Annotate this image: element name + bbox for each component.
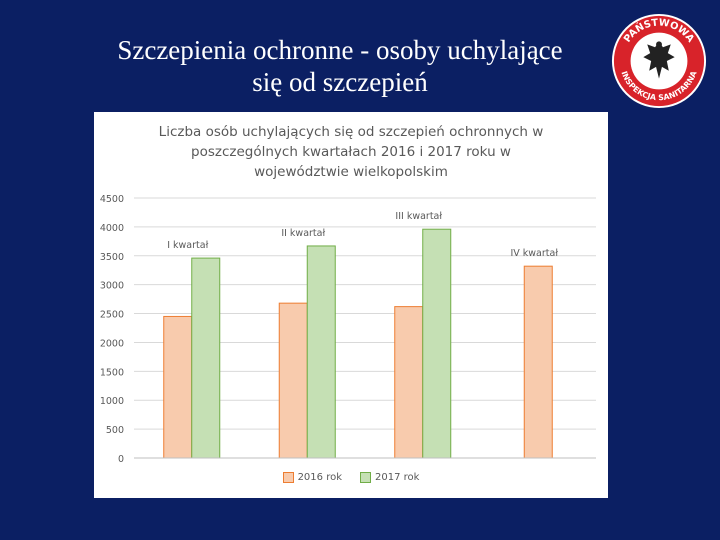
chart-card: Liczba osób uchylających się od szczepie… <box>94 112 608 498</box>
chart-title-line: poszczególnych kwartałach 2016 i 2017 ro… <box>191 144 511 160</box>
legend-item-2016: 2016 rok <box>282 472 342 483</box>
eagle-icon <box>643 41 675 79</box>
y-tick-label: 0 <box>118 454 124 465</box>
y-tick-label: 2000 <box>100 338 124 349</box>
bar-2017 <box>191 257 221 459</box>
legend-swatch-2017 <box>360 472 371 483</box>
y-tick-label: 1000 <box>100 396 124 407</box>
category-label: II kwartał <box>281 228 325 239</box>
y-tick-label: 4000 <box>100 223 124 234</box>
bar-chart: 0 500 1000 1500 2000 2500 3000 3500 4000 4500 I kw… <box>100 194 596 465</box>
chart-legend: 2016 rok 2017 rok <box>94 472 608 483</box>
y-tick-label: 1500 <box>100 367 124 378</box>
y-tick-label: 3000 <box>100 281 124 292</box>
y-tick-label: 3500 <box>100 252 124 263</box>
bar-2017 <box>422 228 452 459</box>
y-tick-label: 2500 <box>100 310 124 321</box>
bar-2016 <box>163 315 193 459</box>
slide-title: Szczepienia ochronne - osoby uchylające … <box>40 34 640 98</box>
chart-title-line: województwie wielkopolskim <box>254 164 448 180</box>
category-label: IV kwartał <box>510 248 558 259</box>
y-tick-label: 4500 <box>100 194 124 205</box>
legend-item-2017: 2017 rok <box>360 472 419 483</box>
chart-title: Liczba osób uchylających się od szczepie… <box>124 122 578 182</box>
legend-swatch-2016 <box>282 472 294 483</box>
bar-2017 <box>306 245 336 459</box>
bar-2016 <box>278 302 308 459</box>
bar-2016 <box>523 265 553 459</box>
category-label: I kwartał <box>167 240 208 251</box>
category-label: III kwartał <box>395 211 442 222</box>
chart-title-line: Liczba osób uchylających się od szczepie… <box>158 124 544 140</box>
slide-title-line-2: się od szczepień <box>252 67 428 97</box>
bar-2016 <box>394 306 424 459</box>
y-tick-label: 500 <box>106 425 124 436</box>
slide-title-line-1: Szczepienia ochronne - osoby uchylające <box>117 35 563 65</box>
legend-label-2016: 2016 rok <box>297 472 342 483</box>
inspekcja-sanitarna-logo-icon: PAŃSTWOWA INSPEKCJA SANITARNA <box>611 13 707 109</box>
legend-label-2017: 2017 rok <box>375 472 420 483</box>
